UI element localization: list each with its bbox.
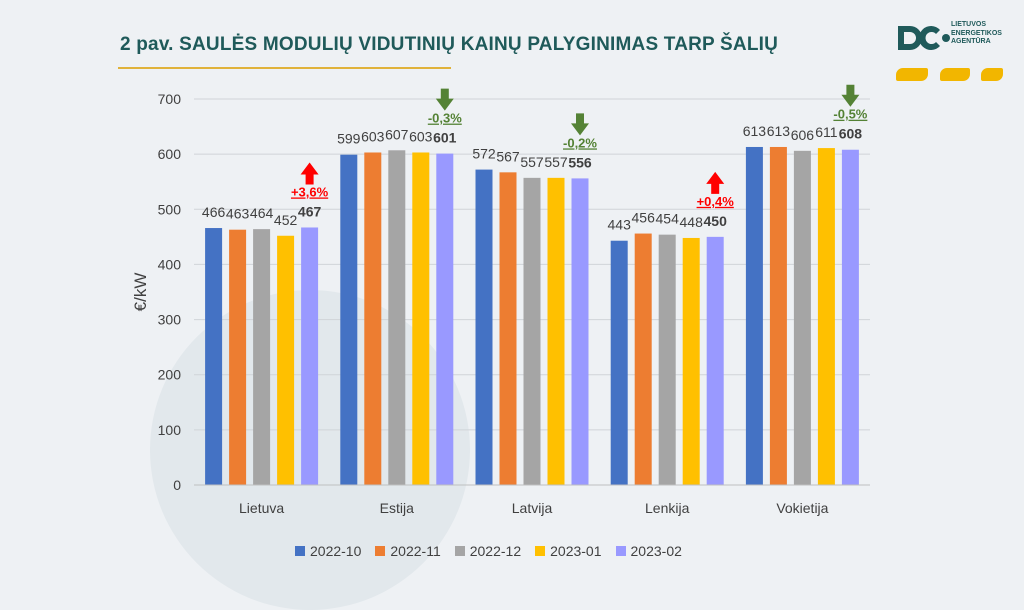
chart-legend: 2022-10 2022-11 2022-12 2023-01 2023-02 <box>295 543 682 559</box>
bar-chart: 0 100 200 300 400 500 600 700 €/kW 466 463 464 45246… <box>131 84 870 516</box>
change-label: +0,4% <box>697 194 735 209</box>
x-tick-label: Vokietija <box>776 500 828 516</box>
bar <box>412 152 430 485</box>
data-label: 557 <box>520 154 544 170</box>
data-label: 607 <box>385 126 409 142</box>
data-label: 454 <box>656 211 680 227</box>
x-tick-label: Latvija <box>512 500 553 516</box>
data-label: 456 <box>632 210 656 226</box>
data-label: 463 <box>226 206 250 222</box>
data-label: 611 <box>815 124 838 140</box>
legend-swatch <box>454 546 465 556</box>
legend-item: 2022-11 <box>375 543 441 559</box>
arrow-up-icon <box>706 171 725 194</box>
data-label: 599 <box>337 131 361 147</box>
bar <box>253 229 271 485</box>
bar <box>301 227 319 486</box>
legend-swatch <box>535 546 546 556</box>
legend-label: 2022-11 <box>390 543 441 559</box>
bar <box>682 237 700 485</box>
data-label: 450 <box>704 213 728 229</box>
bar <box>658 234 676 485</box>
arrow-down-icon <box>841 84 860 107</box>
data-label: 557 <box>544 154 568 170</box>
bar <box>610 240 628 485</box>
data-label: 467 <box>298 203 322 219</box>
legend-swatch <box>615 546 626 556</box>
bar <box>364 152 382 485</box>
data-label: 466 <box>202 204 226 220</box>
data-label: 572 <box>472 146 496 162</box>
decor-pill <box>981 68 1003 81</box>
data-label: 443 <box>608 217 632 233</box>
y-tick-label: 300 <box>158 312 182 328</box>
chart-title: 2 pav. SAULĖS MODULIŲ VIDUTINIŲ KAINŲ PA… <box>120 34 779 55</box>
data-label: 613 <box>743 123 767 139</box>
bar <box>277 235 295 485</box>
bar <box>499 172 517 485</box>
change-label: -0,5% <box>833 107 867 122</box>
data-label: 603 <box>361 128 385 144</box>
bar <box>571 178 589 486</box>
data-label: 464 <box>250 205 274 221</box>
change-label: -0,3% <box>428 111 462 126</box>
bar <box>793 150 811 485</box>
legend-item: 2022-12 <box>454 543 522 559</box>
data-label: 452 <box>274 212 298 228</box>
legend-swatch <box>375 546 386 556</box>
data-label: 556 <box>568 154 592 170</box>
x-tick-label: Lietuva <box>239 500 284 516</box>
agency-logo <box>898 26 950 50</box>
y-tick-label: 400 <box>158 256 182 272</box>
bar <box>388 150 406 486</box>
title-underline <box>118 67 451 69</box>
bar <box>229 229 247 485</box>
bar <box>475 169 493 485</box>
change-label: +3,6% <box>291 184 329 199</box>
decor-pill <box>896 68 928 81</box>
y-tick-label: 600 <box>158 146 182 162</box>
legend-item: 2023-01 <box>535 543 602 559</box>
y-tick-label: 500 <box>158 201 182 217</box>
data-label: 606 <box>791 127 815 143</box>
arrow-down-icon <box>571 113 589 136</box>
legend-item: 2023-02 <box>615 543 682 559</box>
data-label: 608 <box>839 126 863 142</box>
bar <box>436 153 454 485</box>
arrow-down-icon <box>435 88 454 111</box>
decor-pill <box>940 68 970 81</box>
data-label: 601 <box>433 130 457 146</box>
legend-item: 2022-10 <box>295 543 361 559</box>
bar <box>745 146 763 485</box>
bar <box>841 149 859 485</box>
arrow-up-icon <box>300 162 319 185</box>
bar <box>769 146 787 485</box>
bar <box>817 148 835 485</box>
bar <box>523 177 541 485</box>
data-label: 567 <box>496 148 520 164</box>
logo-text: LIETUVOS ENERGETIKOS AGENTŪRA <box>951 21 1002 45</box>
y-axis-label: €/kW <box>131 273 150 312</box>
data-label: 603 <box>409 128 433 144</box>
bar <box>634 233 652 485</box>
bar <box>706 236 724 485</box>
legend-label: 2023-02 <box>630 543 682 559</box>
legend-swatch <box>295 546 305 556</box>
x-tick-label: Lenkija <box>645 500 690 516</box>
y-tick-label: 100 <box>158 422 182 438</box>
x-tick-label: Estija <box>380 500 414 516</box>
y-tick-label: 700 <box>158 91 182 107</box>
data-label: 613 <box>767 123 791 139</box>
bar <box>547 177 565 485</box>
legend-label: 2022-10 <box>310 543 362 559</box>
bar <box>205 228 223 485</box>
legend-label: 2023-01 <box>550 543 602 559</box>
y-tick-label: 200 <box>158 367 182 383</box>
y-tick-label: 0 <box>173 477 181 493</box>
bar <box>340 154 358 486</box>
change-label: -0,2% <box>563 135 597 150</box>
data-label: 448 <box>680 214 704 230</box>
legend-label: 2022-12 <box>469 543 522 559</box>
